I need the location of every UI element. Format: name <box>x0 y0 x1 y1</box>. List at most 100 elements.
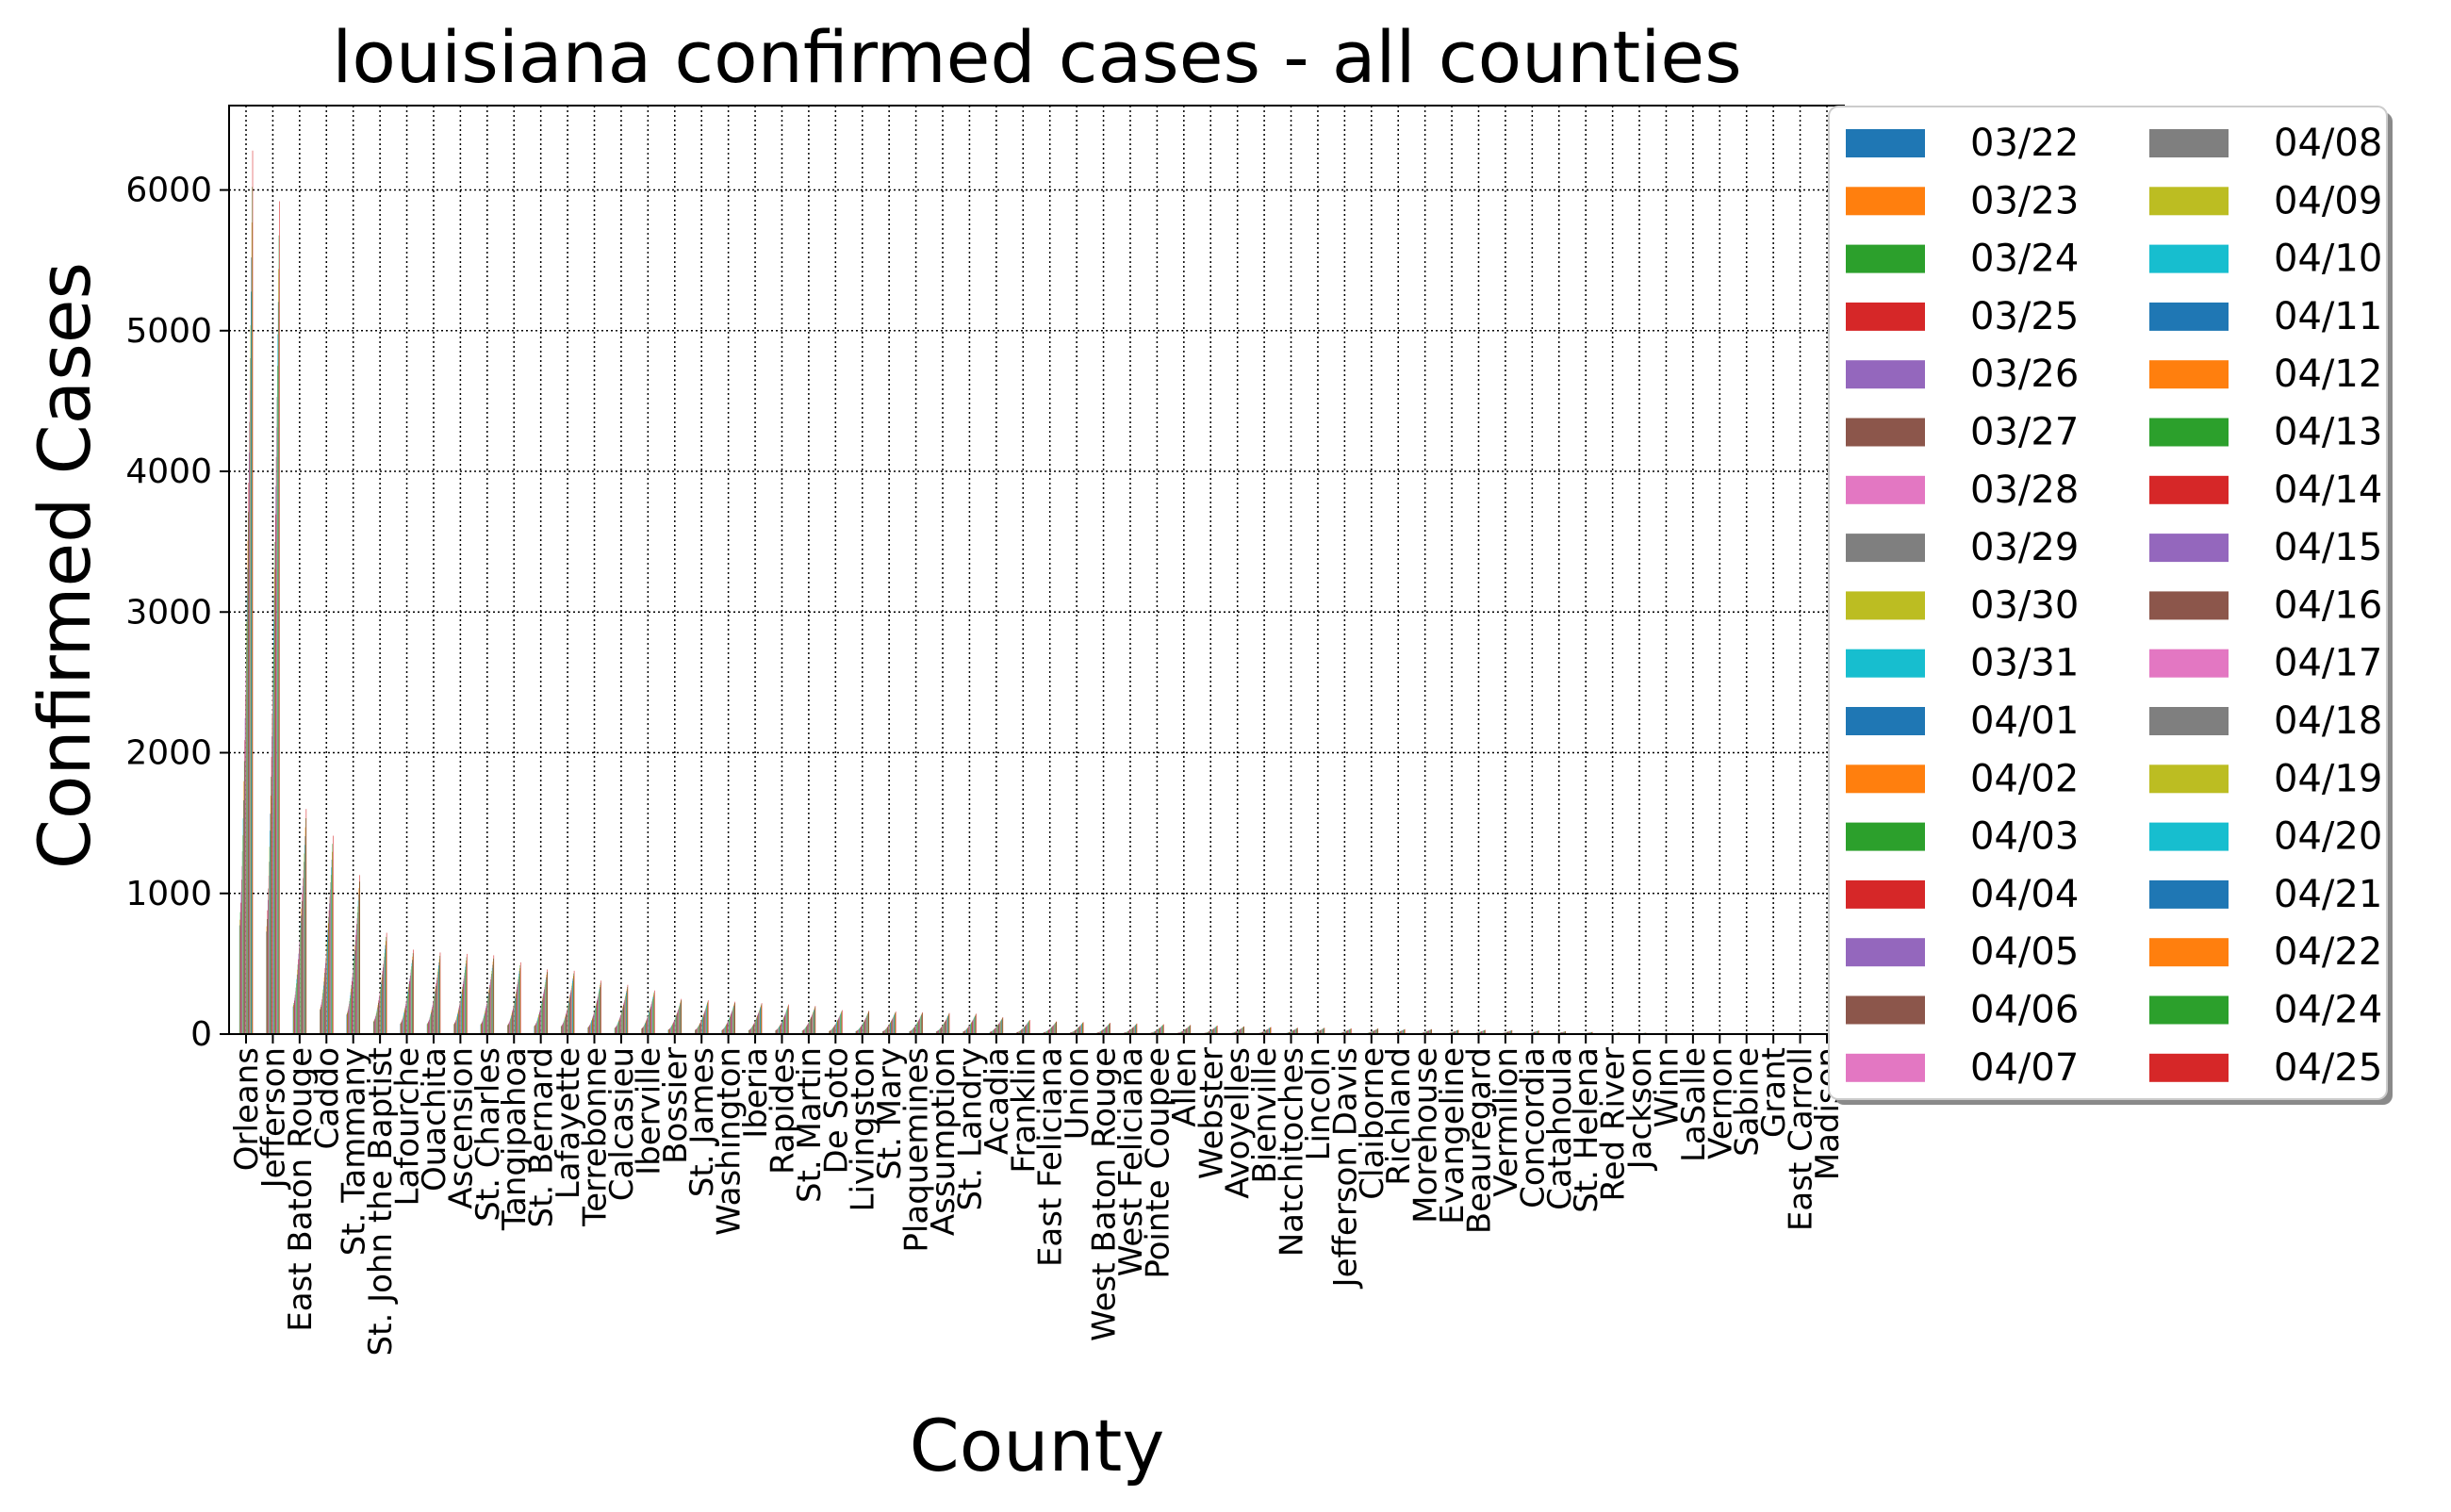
legend-entry: 04/07 <box>1970 1046 2079 1090</box>
bar <box>1191 1025 1192 1034</box>
legend-swatch <box>1846 938 1925 966</box>
legend-swatch <box>2149 591 2229 619</box>
legend-swatch <box>1846 129 1925 157</box>
bar <box>842 1011 843 1034</box>
bar <box>788 1005 789 1034</box>
bar <box>359 875 360 1034</box>
legend-entry: 03/30 <box>1970 583 2079 627</box>
y-tick-label: 4000 <box>125 452 212 491</box>
legend-swatch <box>2149 649 2229 678</box>
legend-swatch <box>1846 649 1925 678</box>
legend-entry: 03/27 <box>1970 411 2079 454</box>
bar <box>708 1000 709 1034</box>
bar <box>494 955 495 1034</box>
bar <box>896 1011 897 1034</box>
bar <box>574 971 575 1034</box>
legend-swatch <box>1846 823 1925 851</box>
legend-swatch <box>1846 187 1925 215</box>
bar <box>868 1011 869 1034</box>
legend-swatch <box>1846 303 1925 331</box>
bar <box>600 980 601 1034</box>
bar <box>253 151 254 1034</box>
legend-swatch <box>2149 764 2229 793</box>
y-axis-label: Confirmed Cases <box>23 262 107 869</box>
legend-swatch <box>2149 996 2229 1025</box>
legend-entry: 04/09 <box>2274 179 2382 222</box>
legend-swatch <box>1846 360 1925 388</box>
legend-entry: 04/05 <box>1970 930 2079 974</box>
legend-swatch <box>1846 591 1925 619</box>
legend-swatch <box>2149 476 2229 504</box>
legend-swatch <box>1846 764 1925 793</box>
grid-lines <box>229 106 1844 1034</box>
legend-entry: 04/16 <box>2274 583 2382 627</box>
legend-swatch <box>2149 534 2229 562</box>
bar <box>467 954 468 1034</box>
legend-entry: 04/19 <box>2274 757 2382 800</box>
bar <box>333 836 334 1034</box>
y-tick-label: 0 <box>190 1015 212 1054</box>
bar <box>440 952 441 1034</box>
legend-entry: 04/18 <box>2274 699 2382 743</box>
bar <box>681 999 682 1034</box>
legend-entry: 04/25 <box>2274 1046 2382 1090</box>
legend-swatch <box>2149 303 2229 331</box>
bar <box>949 1013 950 1034</box>
legend-swatch <box>1846 419 1925 447</box>
legend-swatch <box>2149 938 2229 966</box>
legend-entry: 03/29 <box>1970 526 2079 569</box>
legend-swatch <box>1846 245 1925 273</box>
bar <box>279 201 280 1034</box>
bar <box>1163 1025 1164 1034</box>
bar <box>1243 1027 1244 1034</box>
legend-entry: 03/24 <box>1970 238 2079 281</box>
legend-entry: 04/15 <box>2274 526 2382 569</box>
x-axis-label: County <box>910 1404 1165 1487</box>
legend-entry: 04/11 <box>2274 295 2382 338</box>
bar <box>1217 1026 1218 1034</box>
legend-entry: 04/12 <box>2274 353 2382 396</box>
bar <box>1029 1020 1030 1034</box>
legend-swatch <box>2149 360 2229 388</box>
legend: 03/2203/2303/2403/2503/2603/2703/2803/29… <box>1829 107 2393 1105</box>
legend-entry: 03/26 <box>1970 353 2079 396</box>
bar <box>1056 1022 1057 1034</box>
bar <box>1297 1027 1298 1034</box>
y-tick-label: 5000 <box>125 312 212 351</box>
bar <box>547 969 548 1034</box>
legend-entry: 03/28 <box>1970 468 2079 512</box>
legend-entry: 04/14 <box>2274 468 2382 512</box>
legend-entry: 04/21 <box>2274 873 2382 916</box>
bar <box>1003 1017 1004 1034</box>
legend-swatch <box>1846 1054 1925 1082</box>
plot-frame <box>229 106 1844 1034</box>
y-tick-label: 2000 <box>125 734 212 773</box>
chart-title: louisiana confirmed cases - all counties <box>332 15 1741 99</box>
legend-entry: 03/23 <box>1970 179 2079 222</box>
bar <box>1137 1024 1138 1034</box>
y-tick-label: 6000 <box>125 172 212 210</box>
legend-swatch <box>2149 823 2229 851</box>
y-tick-label: 3000 <box>125 593 212 632</box>
legend-swatch <box>2149 245 2229 273</box>
bar <box>520 962 521 1034</box>
legend-entry: 04/20 <box>2274 815 2382 859</box>
legend-swatch <box>2149 419 2229 447</box>
bar <box>1271 1027 1272 1034</box>
legend-entry: 04/22 <box>2274 930 2382 974</box>
bars-group <box>239 151 1834 1034</box>
bar <box>1083 1022 1084 1034</box>
legend-entry: 04/03 <box>1970 815 2079 859</box>
legend-entry: 04/10 <box>2274 238 2382 281</box>
legend-swatch <box>1846 476 1925 504</box>
legend-swatch <box>1846 707 1925 735</box>
legend-swatch <box>1846 534 1925 562</box>
legend-entry: 04/08 <box>2274 122 2382 165</box>
legend-swatch <box>2149 707 2229 735</box>
bar <box>762 1003 763 1034</box>
bar <box>922 1012 923 1034</box>
legend-swatch <box>1846 996 1925 1025</box>
legend-entry: 04/02 <box>1970 757 2079 800</box>
